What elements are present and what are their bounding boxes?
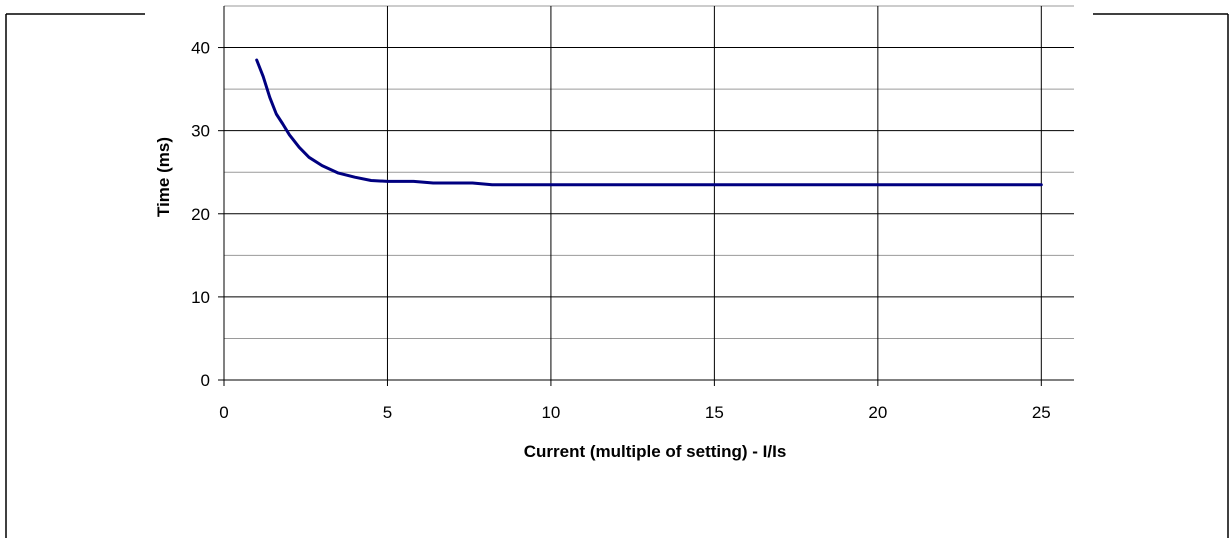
y-tick-label: 10: [191, 288, 210, 307]
x-tick-label: 0: [219, 403, 228, 422]
x-axis-title: Current (multiple of setting) - I/Is: [524, 442, 787, 461]
axes: [218, 6, 1074, 386]
y-axis-title: Time (ms): [154, 137, 173, 217]
x-tick-label: 10: [541, 403, 560, 422]
x-tick-label: 25: [1032, 403, 1051, 422]
chart-frame: [5, 13, 1229, 538]
tick-labels: 0 10 20 30 40 0 5 10 15 20 25: [191, 39, 1051, 422]
series-layer: [255, 58, 1043, 187]
x-tick-label: 15: [705, 403, 724, 422]
x-tick-label: 5: [383, 403, 392, 422]
grid: [224, 5, 1074, 380]
y-tick-label: 0: [201, 371, 210, 390]
y-tick-label: 40: [191, 39, 210, 58]
y-tick-label: 20: [191, 205, 210, 224]
y-tick-label: 30: [191, 122, 210, 141]
x-tick-label: 20: [868, 403, 887, 422]
series-line: [255, 58, 1043, 187]
